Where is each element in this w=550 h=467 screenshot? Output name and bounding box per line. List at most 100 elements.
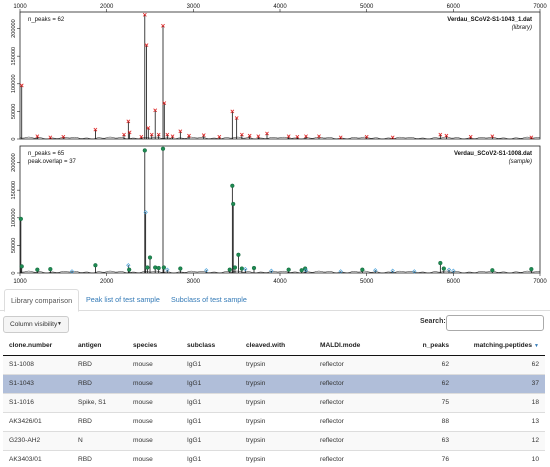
peak-marker [153, 108, 158, 113]
peak-marker [19, 264, 24, 269]
tab-bar: Library comparison Peak list of test sam… [0, 289, 550, 312]
sort-descending-icon: ▼ [534, 342, 539, 349]
peak-marker [187, 133, 191, 138]
peak-marker [446, 267, 452, 272]
table-row[interactable]: S1-1008 RBD mouse IgG1 trypsin reflector 62 62 [3, 354, 545, 374]
peak-marker [529, 267, 534, 272]
peak-marker [127, 267, 132, 272]
peak-marker [160, 146, 166, 151]
y-tick-label: 0 [11, 137, 17, 140]
column-header-maldi-mode[interactable]: MALDI.mode [314, 336, 387, 356]
peak-marker [251, 265, 257, 271]
cell-cleaved-with: trypsin [240, 354, 314, 374]
x-tick-label: 4000 [273, 279, 287, 285]
table-row[interactable]: S1-1043 RBD mouse IgG1 trypsin reflector 62 37 [3, 373, 545, 393]
tab-peak-list[interactable]: Peak list of test sample [86, 295, 160, 304]
peak-marker [146, 126, 151, 130]
peak-marker [451, 268, 456, 273]
peak-marker [170, 134, 175, 139]
column-header-matching-peptides[interactable]: matching.peptides ▼ [455, 336, 545, 356]
search-input[interactable] [446, 315, 544, 331]
peak-marker [143, 210, 148, 215]
x-tick-label: 5000 [360, 279, 374, 285]
table-row[interactable]: S1-1016 Spike, S1 mouse IgG1 trypsin reflecto… [3, 392, 545, 412]
peak-marker [299, 268, 304, 273]
peak-marker [153, 265, 158, 270]
y-tick-label: 150000 [11, 181, 17, 200]
peak-marker [338, 135, 343, 140]
peak-marker [438, 260, 443, 266]
peak-marker [239, 266, 244, 271]
cell-species: mouse [127, 411, 181, 431]
peak-marker [438, 132, 443, 137]
peak-marker [412, 269, 417, 274]
peak-marker [441, 266, 446, 271]
column-header-clone-number[interactable]: clone.number [3, 336, 72, 356]
peak-marker [161, 23, 165, 28]
peak-marker [230, 109, 235, 114]
cell-maldi-mode: reflector [314, 430, 387, 450]
peak-marker [490, 134, 495, 139]
cell-cleaved-with: trypsin [240, 373, 314, 393]
peak-marker [139, 134, 144, 139]
column-visibility-button[interactable]: Column visibility ▼ [3, 316, 69, 333]
cell-subclass: IgG1 [181, 449, 240, 467]
cell-n-peaks: 76 [387, 449, 455, 467]
x-tick-label: 1000 [13, 279, 27, 285]
table-header-row: clone.number antigen species subclass cl… [3, 336, 545, 356]
peak-marker [156, 265, 161, 271]
cell-maldi-mode: reflector [314, 411, 387, 431]
peak-marker [35, 267, 40, 272]
cell-antigen: N [72, 430, 127, 450]
peak-marker [286, 267, 291, 272]
tab-library-comparison[interactable]: Library comparison [4, 289, 80, 312]
peak-marker [142, 148, 147, 153]
peak-marker [201, 133, 206, 138]
table-row[interactable]: AK3403/01 RBD mouse IgG1 trypsin reflector 76 1… [3, 449, 545, 467]
column-header-cleaved-with[interactable]: cleaved.with [240, 336, 314, 356]
peak-marker [338, 269, 343, 274]
cell-antigen: Spike, S1 [72, 392, 127, 412]
column-header-antigen[interactable]: antigen [72, 336, 127, 356]
spectrum-tag: (library) [512, 25, 532, 31]
x-tick-label: 4000 [273, 4, 287, 10]
cell-clone-number: S1-1016 [3, 392, 72, 412]
peak-marker [256, 134, 261, 139]
peak-marker [93, 127, 98, 132]
spectrum-tag: (sample) [509, 159, 532, 165]
peak-marker [360, 267, 365, 272]
y-tick-label: 200000 [11, 19, 17, 38]
peak-marker [165, 132, 170, 137]
peak-marker [265, 131, 269, 136]
peak-marker [127, 130, 132, 135]
cell-antigen: RBD [72, 411, 127, 431]
peak-marker [390, 268, 395, 273]
column-header-matching-peptides-label: matching.peptides [473, 341, 533, 349]
peak-marker [217, 134, 222, 139]
cell-maldi-mode: reflector [314, 392, 387, 412]
x-tick-label: 7000 [533, 4, 547, 10]
table-row[interactable]: AK3426/01 RBD mouse IgG1 trypsin reflector 88 1… [3, 411, 545, 431]
column-header-n-peaks[interactable]: n_peaks [387, 336, 455, 356]
spectrum-filename: Verdau_SCoV2-S1-1043_1.dat [447, 17, 532, 23]
column-header-species[interactable]: species [127, 336, 181, 356]
peak-marker [239, 132, 244, 137]
peak-marker [373, 268, 378, 273]
peak-marker [122, 132, 126, 137]
column-header-subclass[interactable]: subclass [181, 336, 240, 356]
cell-antigen: RBD [72, 354, 127, 374]
x-tick-label: 3000 [187, 279, 201, 285]
x-tick-label: 3000 [187, 4, 201, 10]
y-tick-label: 50000 [11, 238, 17, 254]
peak-marker [317, 134, 321, 139]
peak-marker [161, 265, 166, 270]
tab-subclass[interactable]: Subclass of test sample [171, 295, 247, 304]
cell-clone-number: G230-AH2 [3, 430, 72, 450]
plot-frame [19, 11, 541, 140]
peak-marker [286, 134, 291, 139]
x-tick-label: 2000 [100, 4, 114, 10]
peak-marker [304, 134, 308, 139]
cell-cleaved-with: trypsin [240, 411, 314, 431]
peak-marker [269, 268, 274, 273]
